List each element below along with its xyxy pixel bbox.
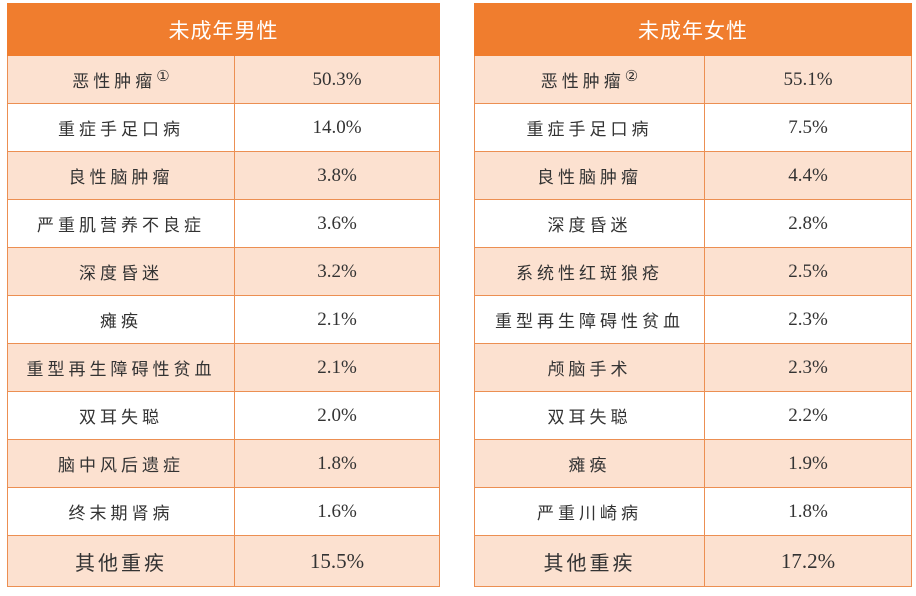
percentage-cell: 3.2% xyxy=(234,247,440,296)
disease-name-cell: 瘫痪 xyxy=(7,295,235,344)
percentage-cell: 1.8% xyxy=(234,439,440,488)
table-header-row: 未成年女性 xyxy=(474,3,912,56)
percentage-cell: 2.3% xyxy=(704,295,912,344)
disease-name-cell: 其他重疾 xyxy=(474,535,705,587)
percentage-cell: 1.9% xyxy=(704,439,912,488)
disease-name-cell: 重症手足口病 xyxy=(474,103,705,152)
table-row: 重症手足口病 7.5% xyxy=(474,103,912,152)
disease-name-cell: 重型再生障碍性贫血 xyxy=(474,295,705,344)
table-row: 深度昏迷 2.8% xyxy=(474,199,912,248)
table-row: 双耳失聪 2.2% xyxy=(474,391,912,440)
disease-name-cell: 良性脑肿瘤 xyxy=(474,151,705,200)
percentage-cell: 50.3% xyxy=(234,55,440,104)
disease-name-cell: 双耳失聪 xyxy=(474,391,705,440)
table-row: 瘫痪 2.1% xyxy=(7,295,440,344)
disease-name-cell: 双耳失聪 xyxy=(7,391,235,440)
table-row: 重型再生障碍性贫血 2.1% xyxy=(7,343,440,392)
percentage-cell: 2.1% xyxy=(234,295,440,344)
disease-name-cell: 恶性肿瘤① xyxy=(7,55,235,104)
disease-name-cell: 严重川崎病 xyxy=(474,487,705,536)
table-row: 深度昏迷 3.2% xyxy=(7,247,440,296)
table-row: 系统性红斑狼疮 2.5% xyxy=(474,247,912,296)
footnote-mark: ② xyxy=(624,67,639,85)
disease-name-cell: 重症手足口病 xyxy=(7,103,235,152)
disease-name-cell: 颅脑手术 xyxy=(474,343,705,392)
table-header: 未成年女性 xyxy=(474,3,912,56)
table-row-total: 其他重疾 17.2% xyxy=(474,535,912,587)
table-row: 重型再生障碍性贫血 2.3% xyxy=(474,295,912,344)
percentage-cell: 2.5% xyxy=(704,247,912,296)
percentage-cell: 2.8% xyxy=(704,199,912,248)
disease-name-cell: 瘫痪 xyxy=(474,439,705,488)
table-row: 颅脑手术 2.3% xyxy=(474,343,912,392)
table-row: 良性脑肿瘤 4.4% xyxy=(474,151,912,200)
percentage-cell: 1.8% xyxy=(704,487,912,536)
percentage-cell: 17.2% xyxy=(704,535,912,587)
table-row: 严重川崎病 1.8% xyxy=(474,487,912,536)
table-row: 双耳失聪 2.0% xyxy=(7,391,440,440)
percentage-cell: 55.1% xyxy=(704,55,912,104)
table-row: 重症手足口病 14.0% xyxy=(7,103,440,152)
table-row: 恶性肿瘤② 55.1% xyxy=(474,55,912,104)
table-header-row: 未成年男性 xyxy=(7,3,440,56)
percentage-cell: 2.0% xyxy=(234,391,440,440)
table-row: 瘫痪 1.9% xyxy=(474,439,912,488)
disease-name-cell: 其他重疾 xyxy=(7,535,235,587)
disease-name: 恶性肿瘤 xyxy=(540,72,625,92)
disease-name-cell: 恶性肿瘤② xyxy=(474,55,705,104)
table-row: 恶性肿瘤① 50.3% xyxy=(7,55,440,104)
disease-name-cell: 重型再生障碍性贫血 xyxy=(7,343,235,392)
disease-name-cell: 良性脑肿瘤 xyxy=(7,151,235,200)
percentage-cell: 3.6% xyxy=(234,199,440,248)
percentage-cell: 3.8% xyxy=(234,151,440,200)
disease-name: 恶性肿瘤 xyxy=(72,72,157,92)
disease-name-cell: 深度昏迷 xyxy=(7,247,235,296)
percentage-cell: 7.5% xyxy=(704,103,912,152)
percentage-cell: 14.0% xyxy=(234,103,440,152)
table-row-total: 其他重疾 15.5% xyxy=(7,535,440,587)
male-minor-table: 未成年男性 恶性肿瘤① 50.3% 重症手足口病 14.0% 良性脑肿瘤 3.8… xyxy=(7,3,440,587)
table-row: 良性脑肿瘤 3.8% xyxy=(7,151,440,200)
table-row: 严重肌营养不良症 3.6% xyxy=(7,199,440,248)
percentage-cell: 2.1% xyxy=(234,343,440,392)
percentage-cell: 4.4% xyxy=(704,151,912,200)
female-minor-table: 未成年女性 恶性肿瘤② 55.1% 重症手足口病 7.5% 良性脑肿瘤 4.4%… xyxy=(474,3,912,587)
table-row: 脑中风后遗症 1.8% xyxy=(7,439,440,488)
disease-name-cell: 脑中风后遗症 xyxy=(7,439,235,488)
disease-name-cell: 严重肌营养不良症 xyxy=(7,199,235,248)
percentage-cell: 2.2% xyxy=(704,391,912,440)
footnote-mark: ① xyxy=(156,67,170,85)
percentage-cell: 15.5% xyxy=(234,535,440,587)
table-header: 未成年男性 xyxy=(7,3,440,56)
percentage-cell: 2.3% xyxy=(704,343,912,392)
percentage-cell: 1.6% xyxy=(234,487,440,536)
table-row: 终末期肾病 1.6% xyxy=(7,487,440,536)
disease-name-cell: 终末期肾病 xyxy=(7,487,235,536)
disease-name-cell: 系统性红斑狼疮 xyxy=(474,247,705,296)
disease-name-cell: 深度昏迷 xyxy=(474,199,705,248)
